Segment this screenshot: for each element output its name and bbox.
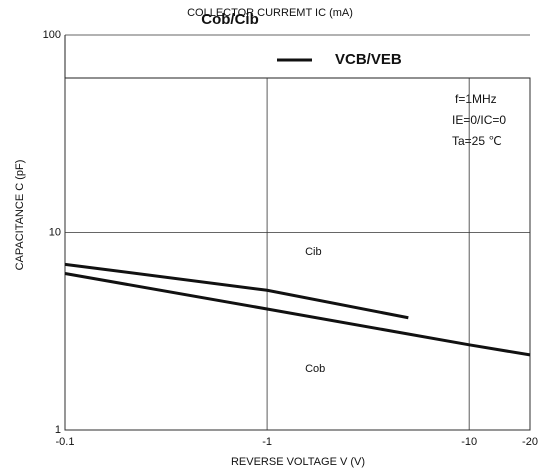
series-label: Cob [305, 363, 325, 375]
series-label: Cib [305, 246, 322, 258]
annotation: f=1MHz [455, 92, 497, 106]
series-line [64, 272, 531, 357]
x-tick-label: -1 [262, 436, 272, 448]
annotation: IE=0/IC=0 [452, 113, 506, 127]
y-tick-label: 100 [43, 29, 61, 41]
series-line [64, 262, 409, 320]
x-tick-label: -0.1 [56, 436, 75, 448]
y-tick-label: 1 [55, 424, 61, 436]
plot-frame [64, 77, 531, 431]
y-axis-label: CAPACITANCE C (pF) [14, 160, 26, 271]
annotation: Ta=25 ℃ [452, 134, 502, 148]
x-tick-label: -10 [461, 436, 477, 448]
x-tick-label: -20 [522, 436, 538, 448]
chart-subtitle: Cob/Cib [201, 11, 259, 28]
chart-title: COLLECTOR CURREMT IC (mA) [187, 7, 353, 19]
legend-label: VCB/VEB [335, 51, 402, 68]
y-tick-label: 10 [49, 226, 61, 238]
x-axis-label: REVERSE VOLTAGE V (V) [231, 456, 365, 468]
